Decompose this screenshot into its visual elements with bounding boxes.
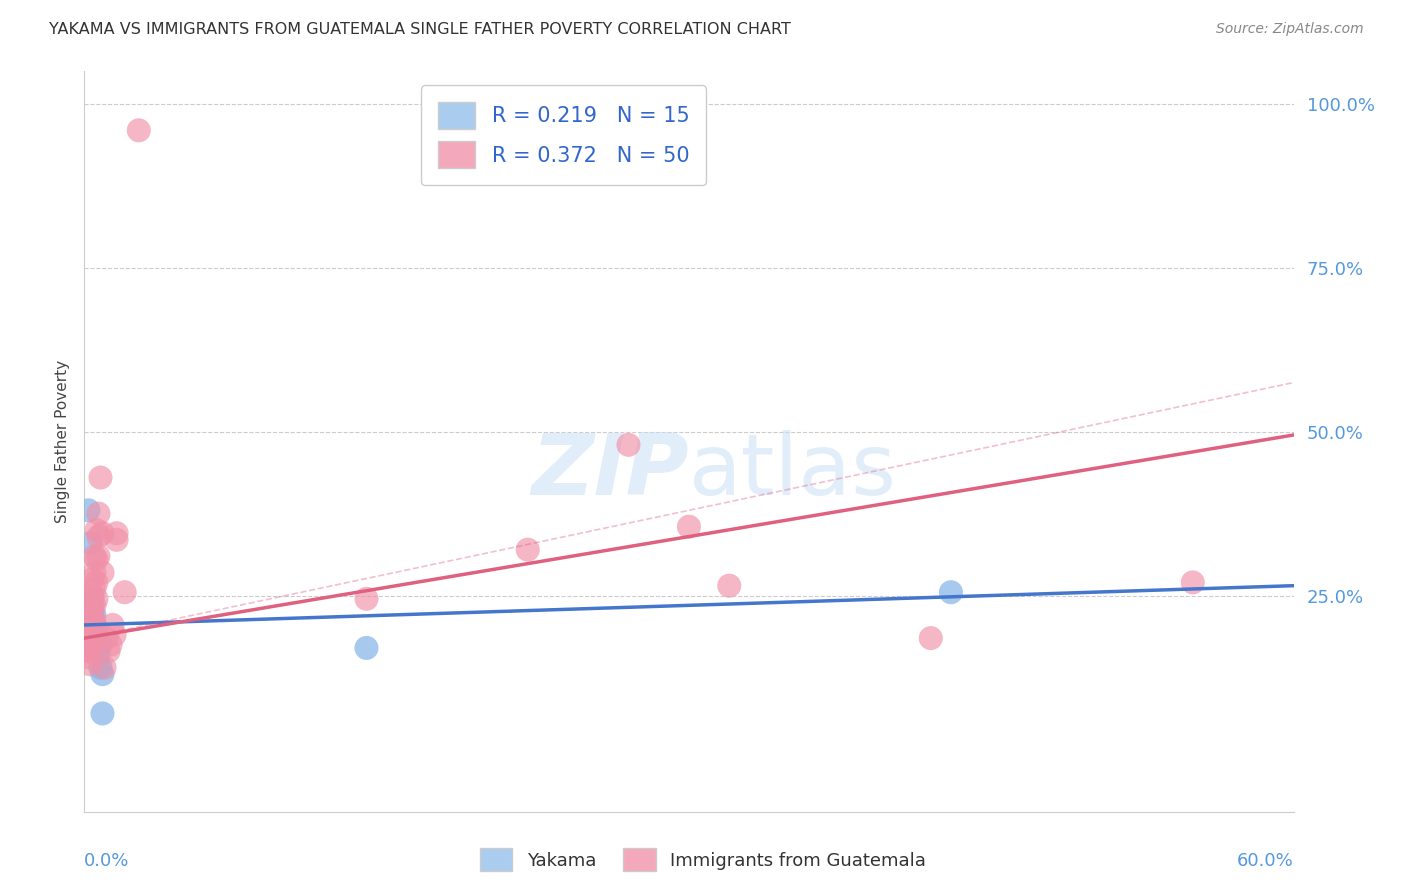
- Point: [91, 526, 114, 541]
- Point: [87, 507, 110, 521]
- Point: [100, 638, 122, 652]
- Point: [114, 585, 136, 599]
- Point: [617, 438, 640, 452]
- Point: [83, 634, 105, 648]
- Point: [516, 542, 538, 557]
- Point: [82, 628, 104, 642]
- Point: [86, 575, 108, 590]
- Text: 0.0%: 0.0%: [84, 853, 129, 871]
- Point: [79, 618, 101, 632]
- Point: [91, 566, 114, 580]
- Point: [86, 552, 108, 566]
- Point: [87, 530, 110, 544]
- Point: [82, 608, 104, 623]
- Point: [89, 660, 111, 674]
- Point: [83, 615, 105, 629]
- Text: Source: ZipAtlas.com: Source: ZipAtlas.com: [1216, 22, 1364, 37]
- Point: [82, 591, 104, 606]
- Point: [79, 638, 101, 652]
- Point: [82, 589, 104, 603]
- Point: [83, 582, 105, 596]
- Point: [91, 706, 114, 721]
- Text: ZIP: ZIP: [531, 430, 689, 513]
- Point: [82, 572, 104, 586]
- Point: [82, 618, 104, 632]
- Point: [83, 549, 105, 564]
- Point: [77, 503, 100, 517]
- Point: [1181, 575, 1204, 590]
- Point: [105, 533, 128, 547]
- Point: [101, 618, 124, 632]
- Point: [77, 608, 100, 623]
- Point: [93, 660, 115, 674]
- Point: [82, 605, 104, 619]
- Point: [128, 123, 150, 137]
- Y-axis label: Single Father Poverty: Single Father Poverty: [55, 360, 70, 523]
- Point: [82, 599, 104, 613]
- Point: [77, 638, 100, 652]
- Point: [79, 650, 101, 665]
- Point: [87, 648, 110, 662]
- Point: [79, 644, 101, 658]
- Legend: Yakama, Immigrants from Guatemala: Yakama, Immigrants from Guatemala: [472, 841, 934, 879]
- Point: [104, 628, 127, 642]
- Point: [79, 536, 101, 550]
- Point: [678, 519, 700, 533]
- Point: [96, 631, 118, 645]
- Point: [77, 624, 100, 639]
- Point: [86, 523, 108, 537]
- Point: [91, 667, 114, 681]
- Legend: R = 0.219   N = 15, R = 0.372   N = 50: R = 0.219 N = 15, R = 0.372 N = 50: [422, 86, 706, 185]
- Point: [920, 631, 942, 645]
- Point: [83, 608, 105, 623]
- Point: [356, 640, 378, 655]
- Text: atlas: atlas: [689, 430, 897, 513]
- Point: [718, 579, 741, 593]
- Point: [97, 644, 120, 658]
- Point: [87, 549, 110, 564]
- Point: [89, 470, 111, 484]
- Point: [79, 657, 101, 672]
- Point: [86, 631, 108, 645]
- Point: [83, 599, 105, 613]
- Point: [86, 591, 108, 606]
- Text: YAKAMA VS IMMIGRANTS FROM GUATEMALA SINGLE FATHER POVERTY CORRELATION CHART: YAKAMA VS IMMIGRANTS FROM GUATEMALA SING…: [49, 22, 792, 37]
- Text: 60.0%: 60.0%: [1237, 853, 1294, 871]
- Point: [77, 644, 100, 658]
- Point: [89, 638, 111, 652]
- Point: [356, 591, 378, 606]
- Point: [79, 611, 101, 625]
- Point: [83, 566, 105, 580]
- Point: [105, 526, 128, 541]
- Point: [86, 621, 108, 635]
- Point: [79, 624, 101, 639]
- Point: [87, 638, 110, 652]
- Point: [939, 585, 962, 599]
- Point: [79, 631, 101, 645]
